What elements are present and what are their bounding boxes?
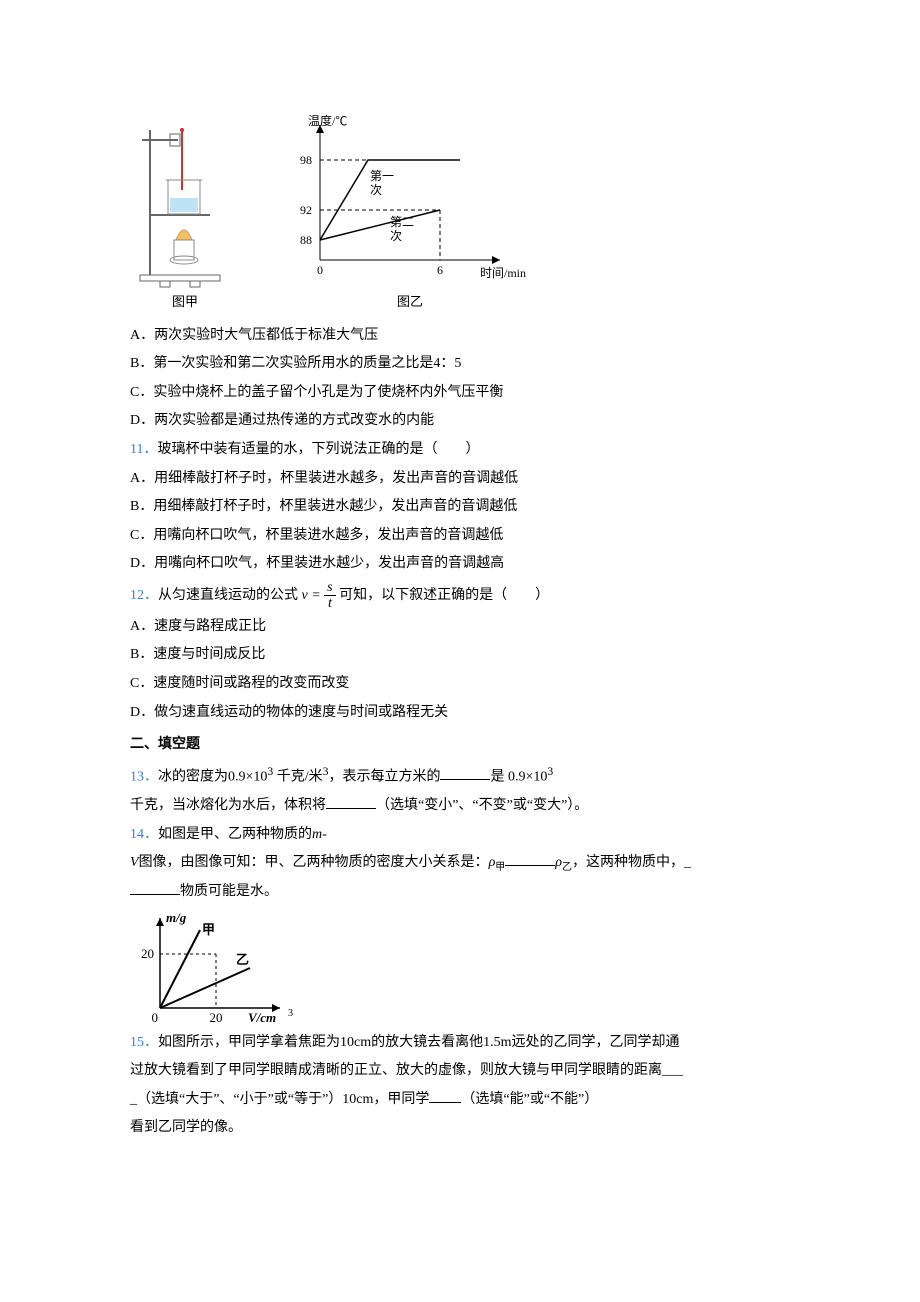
q10-opt-a: A．两次实验时大气压都低于标准大气压	[130, 323, 790, 350]
svg-text:V/cm: V/cm	[248, 1010, 276, 1025]
q11-opt-a: A．用细棒敲打杯子时，杯里装进水越多，发出声音的音调越低	[130, 466, 790, 493]
figure-label-left: 图甲	[172, 290, 198, 315]
q12-vareq: v =	[302, 588, 321, 603]
q13-line2: 千克，当冰熔化为水后，体积将 （选填“变小”、“不变”或“变大”）。	[130, 793, 790, 820]
svg-text:6: 6	[437, 263, 443, 277]
q12-opt-b: B．速度与时间成反比	[130, 642, 790, 669]
q13-blank2	[326, 795, 376, 809]
y-axis-label: 温度/℃	[308, 110, 347, 133]
q15-line2: 过放大镜看到了甲同学眼睛成清晰的正立、放大的虚像，则放大镜与甲同学眼睛的距离__…	[130, 1058, 790, 1085]
q14-l3a: 物质可能是水。	[180, 884, 278, 899]
figure-apparatus: 图甲	[130, 120, 240, 315]
svg-text:0: 0	[317, 263, 323, 277]
q14-l1b: m	[312, 827, 322, 842]
q14-blank2	[130, 881, 180, 895]
q12-fraction: s t	[324, 580, 335, 612]
q12-opt-c: C．速度随时间或路程的改变而改变	[130, 671, 790, 698]
q13-blank1	[440, 766, 490, 780]
section-2-title: 二、填空题	[130, 732, 790, 759]
q14-line2: V图像，由图像可知：甲、乙两种物质的密度大小关系是：ρ甲ρ乙，这两种物质中，_	[130, 850, 790, 877]
svg-text:20: 20	[141, 946, 154, 961]
apparatus-svg	[130, 120, 240, 290]
q13-line1: 13．冰的密度为0.9×103 千克/米3，表示每立方米的是 0.9×103	[130, 761, 790, 791]
q12-before: 从匀速直线运动的公式	[158, 588, 298, 603]
q15-blank	[429, 1089, 461, 1103]
figure-label-right: 图乙	[397, 290, 423, 315]
q12-after: 可知，以下叙述正确的是（ ）	[339, 588, 549, 603]
svg-text:88: 88	[300, 233, 312, 247]
q14-l2a: V	[130, 855, 139, 870]
mv-chart-svg: m/g V/cm 3 20 0 20 甲 乙	[130, 908, 300, 1028]
svg-text:次: 次	[390, 229, 402, 243]
q14-line1: 14．如图是甲、乙两种物质的m-	[130, 822, 790, 849]
q12-opt-d: D．做匀速直线运动的物体的速度与时间或路程无关	[130, 700, 790, 727]
q11-opt-c: C．用嘴向杯口吹气，杯里装进水越多，发出声音的音调越低	[130, 523, 790, 550]
q12-frac-num: s	[324, 580, 335, 596]
q10-opt-d: D．两次实验都是通过热传递的方式改变水的内能	[130, 408, 790, 435]
q12-opt-a: A．速度与路程成正比	[130, 614, 790, 641]
q15-l2a: 过放大镜看到了甲同学眼睛成清晰的正立、放大的虚像，则放大镜与甲同学眼睛的距离__…	[130, 1063, 683, 1078]
q14-chart: m/g V/cm 3 20 0 20 甲 乙	[130, 908, 790, 1028]
q14-num: 14．	[130, 827, 158, 842]
q14-sub-yi: 乙	[562, 862, 572, 873]
svg-text:第二: 第二	[390, 215, 414, 229]
q13-l2b: （选填“变小”、“不变”或“变大”）。	[376, 798, 588, 813]
q15-line4: 看到乙同学的像。	[130, 1115, 790, 1142]
svg-text:乙: 乙	[236, 952, 249, 967]
q11-opt-b: B．用细棒敲打杯子时，杯里装进水越少，发出声音的音调越低	[130, 494, 790, 521]
svg-text:3: 3	[288, 1008, 293, 1019]
svg-text:第一: 第一	[370, 169, 394, 183]
q10-opt-c: C．实验中烧杯上的盖子留个小孔是为了使烧杯内外气压平衡	[130, 380, 790, 407]
q15-l1: 如图所示，甲同学拿着焦距为10cm的放大镜去看离他1.5m远处的乙同学，乙同学却…	[158, 1035, 680, 1050]
svg-text:次: 次	[370, 183, 382, 197]
q10-opt-b: B．第一次实验和第二次实验所用水的质量之比是4：5	[130, 351, 790, 378]
figure-row: 图甲 88 92 98 0 6 第一 次	[130, 110, 790, 315]
figure-chart: 88 92 98 0 6 第一 次 第二 次 温度/℃ 时间/min 图乙	[280, 110, 540, 315]
q13-p1b: 千克/米	[273, 769, 322, 784]
q12-stem: 12．从匀速直线运动的公式 v = s t 可知，以下叙述正确的是（ ）	[130, 580, 790, 612]
q13-p1c: ，表示每立方米的	[328, 769, 440, 784]
svg-text:20: 20	[210, 1010, 223, 1025]
q14-l1a: 如图是甲、乙两种物质的	[158, 827, 312, 842]
q13-p1d-sup: 3	[547, 765, 553, 778]
q14-sub-jia: 甲	[495, 862, 505, 873]
svg-text:92: 92	[300, 203, 312, 217]
x-axis-label: 时间/min	[480, 262, 526, 285]
q13-p1a: 冰的密度为0.9×10	[158, 769, 267, 784]
q14-blank1	[505, 852, 555, 866]
q15-line1: 15．如图所示，甲同学拿着焦距为10cm的放大镜去看离他1.5m远处的乙同学，乙…	[130, 1030, 790, 1057]
q14-l1c: -	[322, 827, 327, 842]
svg-text:0: 0	[152, 1010, 159, 1025]
q14-l2b: 图像，由图像可知：甲、乙两种物质的密度大小关系是：	[139, 855, 489, 870]
svg-text:m/g: m/g	[166, 910, 187, 925]
q13-l2a: 千克，当冰熔化为水后，体积将	[130, 798, 326, 813]
q13-num: 13．	[130, 769, 158, 784]
q11-opt-d: D．用嘴向杯口吹气，杯里装进水越少，发出声音的音调越高	[130, 551, 790, 578]
q11-stem: 11．玻璃杯中装有适量的水，下列说法正确的是（ ）	[130, 437, 790, 464]
q15-num: 15．	[130, 1035, 158, 1050]
q13-p1d: 是 0.9×10	[490, 769, 547, 784]
q14-line3: 物质可能是水。	[130, 879, 790, 906]
svg-text:98: 98	[300, 153, 312, 167]
q11-stem-text: 玻璃杯中装有适量的水，下列说法正确的是（ ）	[157, 442, 479, 457]
q14-l2c: ，这两种物质中，_	[572, 855, 691, 870]
q15-line3: _（选填“大于”、“小于”或“等于”）10cm，甲同学 （选填“能”或“不能”）	[130, 1087, 790, 1114]
q15-l3a: _（选填“大于”、“小于”或“等于”）10cm，甲同学	[130, 1092, 429, 1107]
q15-l3b: （选填“能”或“不能”）	[461, 1092, 598, 1107]
q11-num: 11．	[130, 442, 157, 457]
svg-text:甲: 甲	[202, 922, 215, 937]
q12-frac-den: t	[324, 596, 335, 611]
q12-num: 12．	[130, 588, 158, 603]
